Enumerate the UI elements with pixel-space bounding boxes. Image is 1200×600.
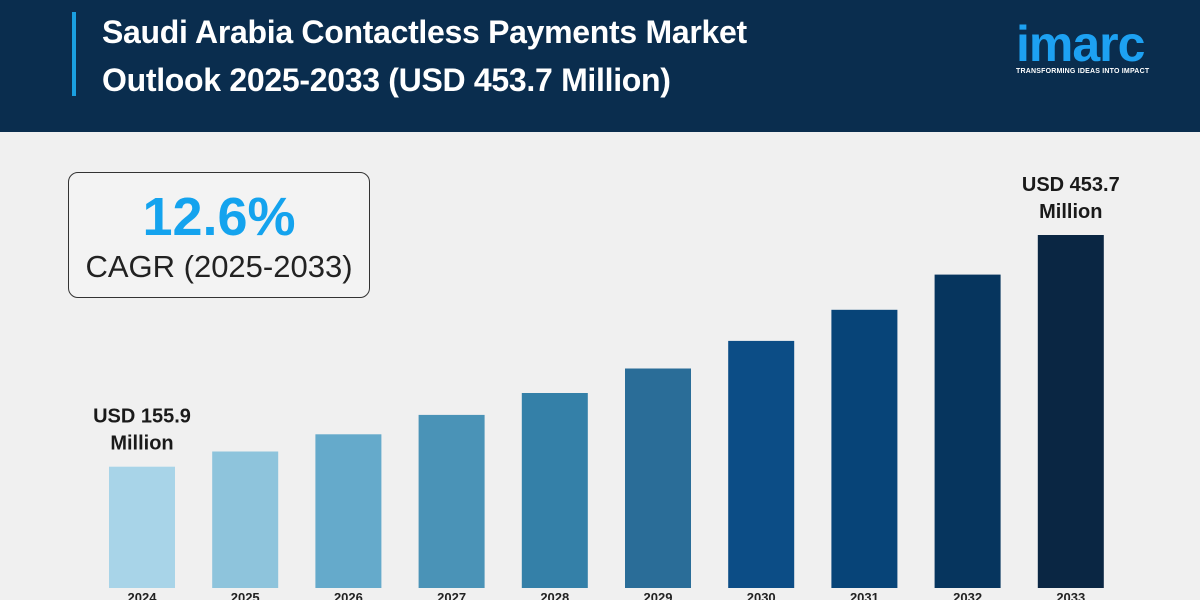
imarc-logo: imarc TRANSFORMING IDEAS INTO IMPACT bbox=[1012, 10, 1172, 80]
x-tick-label-2024: 2024 bbox=[128, 590, 158, 600]
x-tick-label-2033: 2033 bbox=[1056, 590, 1085, 600]
x-tick-label-2030: 2030 bbox=[747, 590, 776, 600]
title-line-2: Outlook 2025-2033 (USD 453.7 Million) bbox=[102, 62, 671, 98]
title-line-1: Saudi Arabia Contactless Payments Market bbox=[102, 14, 747, 50]
bar-2026 bbox=[315, 434, 382, 588]
x-tick-label-2026: 2026 bbox=[334, 590, 363, 600]
bar-2025 bbox=[212, 451, 279, 588]
x-tick-label-2028: 2028 bbox=[540, 590, 569, 600]
data-label-2033-line1: USD 453.7 bbox=[1022, 174, 1120, 196]
logo-tagline: TRANSFORMING IDEAS INTO IMPACT bbox=[1016, 68, 1150, 75]
cagr-callout: 12.6% CAGR (2025-2033) bbox=[68, 172, 370, 298]
x-tick-label-2029: 2029 bbox=[644, 590, 673, 600]
data-label-2024-line1: USD 155.9 bbox=[93, 406, 191, 428]
bar-2030 bbox=[728, 340, 795, 588]
header-banner: Saudi Arabia Contactless Payments Market… bbox=[0, 0, 1200, 132]
bar-2024 bbox=[109, 466, 175, 588]
cagr-label: CAGR (2025-2033) bbox=[85, 249, 353, 284]
logo-wordmark: imarc bbox=[1016, 16, 1145, 72]
x-tick-label-2032: 2032 bbox=[953, 590, 982, 600]
title-accent-bar bbox=[72, 12, 76, 96]
data-label-2024-line2: Million bbox=[110, 433, 173, 455]
bar-2029 bbox=[625, 368, 691, 588]
data-label-2033-line2: Million bbox=[1039, 201, 1102, 223]
bar-2027 bbox=[418, 414, 485, 588]
page-title: Saudi Arabia Contactless Payments Market… bbox=[102, 8, 962, 104]
x-tick-label-2031: 2031 bbox=[850, 590, 879, 600]
cagr-value: 12.6% bbox=[142, 187, 296, 247]
bar-2033 bbox=[1037, 235, 1104, 588]
x-tick-label-2025: 2025 bbox=[231, 590, 260, 600]
bar-2031 bbox=[831, 309, 898, 588]
x-tick-label-2027: 2027 bbox=[437, 590, 466, 600]
bar-2028 bbox=[521, 393, 588, 588]
bar-2032 bbox=[934, 274, 1001, 588]
